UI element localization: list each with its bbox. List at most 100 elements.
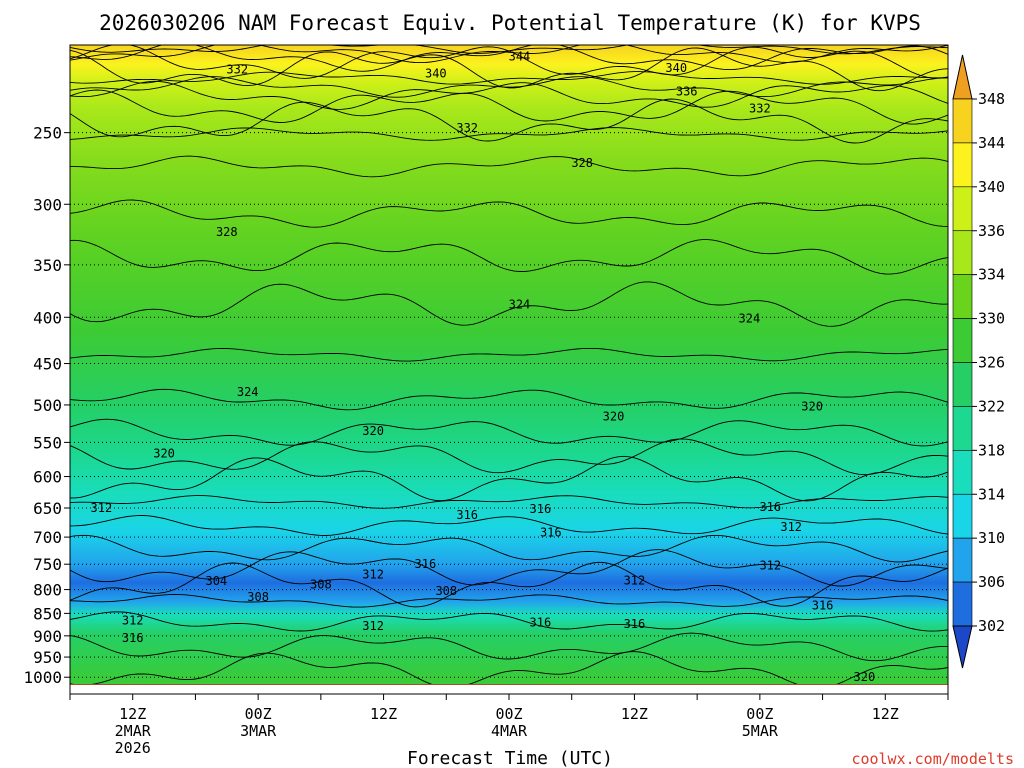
contour-line — [70, 388, 948, 411]
colorbar-segment — [952, 274, 973, 319]
contour-label: 320 — [153, 447, 175, 461]
y-tick-label: 850 — [33, 604, 62, 623]
colorbar-segment — [952, 318, 973, 363]
contour-label: 316 — [530, 616, 552, 630]
colorbar-label: 348 — [978, 90, 1005, 108]
contour-labels: 344 340 340 336 332 332 332 328 328 324 324 324 320 3… — [91, 50, 876, 685]
colorbar-segment — [952, 98, 973, 144]
contour-line — [70, 80, 948, 110]
colorbar-label: 306 — [978, 573, 1005, 591]
contour-line — [70, 89, 948, 125]
contour-label: 336 — [676, 84, 698, 98]
ground-strip — [70, 684, 948, 685]
colorbar-segment — [952, 537, 973, 583]
colorbar-label: 302 — [978, 617, 1005, 635]
contour-label: 340 — [665, 61, 687, 75]
contour-label: 316 — [624, 617, 646, 631]
y-tick-label: 900 — [33, 627, 62, 646]
contour-label: 320 — [603, 410, 625, 424]
contour-label: 316 — [415, 557, 437, 571]
contour-label: 316 — [759, 500, 781, 514]
x-tick-label: 3MAR — [240, 722, 277, 740]
contour-line — [70, 651, 948, 685]
colorbar-segment — [952, 581, 973, 627]
contour-line — [70, 76, 948, 98]
colorbar-label: 326 — [978, 354, 1005, 372]
contour-line — [70, 515, 948, 536]
colorbar-label: 318 — [978, 441, 1005, 459]
contour-label: 328 — [216, 225, 238, 239]
contour-label: 316 — [456, 508, 478, 522]
contour-label: 316 — [540, 526, 562, 540]
colorbar-label: 334 — [978, 266, 1005, 284]
y-tick-label: 400 — [33, 308, 62, 327]
contour-label: 316 — [530, 502, 552, 516]
contour-line — [70, 611, 948, 632]
colorbar-segment — [952, 230, 973, 275]
contour-line — [70, 155, 948, 178]
y-tick-label: 550 — [33, 433, 62, 452]
colorbar-segment — [952, 406, 973, 451]
y-tick-label: 600 — [33, 468, 62, 487]
contour-label: 312 — [759, 558, 781, 572]
y-tick-label: 750 — [33, 555, 62, 574]
colorbar-label: 310 — [978, 529, 1005, 547]
colorbar: 348 344 340 336 334 330 326 322 318 314 310 306 302 — [952, 54, 1005, 669]
contour-label: 320 — [362, 424, 384, 438]
y-tick-label: 650 — [33, 499, 62, 518]
contour-label: 332 — [226, 63, 248, 77]
contour-label: 316 — [122, 631, 144, 645]
x-tick-label: 00Z — [746, 705, 773, 723]
contour-line — [70, 199, 948, 228]
colorbar-segment — [952, 142, 973, 188]
y-tick-label: 700 — [33, 528, 62, 547]
contour-label: 328 — [571, 156, 593, 170]
contour-line — [70, 632, 948, 662]
colorbar-bottom-arrow — [952, 625, 973, 669]
watermark: coolwx.com/modelts — [851, 750, 1014, 768]
contour-label: 316 — [812, 598, 834, 612]
x-tick-label: 00Z — [495, 705, 522, 723]
contour-label: 332 — [456, 121, 478, 135]
colorbar-segment — [952, 186, 973, 232]
chart-title: 2026030206 NAM Forecast Equiv. Potential… — [99, 11, 921, 35]
contour-line — [70, 495, 948, 509]
contour-label: 312 — [91, 501, 113, 515]
colorbar-segment — [952, 493, 973, 539]
colorbar-segment — [952, 362, 973, 407]
colorbar-label: 340 — [978, 178, 1005, 196]
colorbar-label: 322 — [978, 397, 1005, 415]
colorbar-label: 330 — [978, 310, 1005, 328]
contour-label: 324 — [739, 311, 761, 325]
contour-label: 308 — [310, 578, 332, 592]
y-tick-label: 1000 — [23, 668, 62, 687]
colorbar-segment — [952, 450, 973, 495]
x-axis-title: Forecast Time (UTC) — [407, 748, 613, 768]
contour-label: 320 — [801, 400, 823, 414]
colorbar-top-arrow — [952, 54, 973, 100]
contour-label: 312 — [122, 613, 144, 627]
y-tick-label: 950 — [33, 648, 62, 667]
colorbar-label: 336 — [978, 222, 1005, 240]
contour-label: 340 — [425, 66, 447, 80]
contour-line — [70, 534, 948, 563]
x-tick-label: 2MAR — [115, 722, 152, 740]
colorbar-label: 314 — [978, 485, 1005, 503]
contour-label: 332 — [749, 101, 771, 115]
contour-line — [70, 594, 948, 608]
contour-line — [70, 281, 948, 327]
contour-line — [70, 98, 948, 144]
contour-label: 312 — [362, 568, 384, 582]
contour-line — [70, 561, 948, 608]
x-tick-label: 00Z — [245, 705, 272, 723]
x-tick-label: 12Z — [621, 705, 648, 723]
contour-label: 304 — [205, 574, 227, 588]
contour-line — [70, 47, 948, 92]
contour-line — [70, 549, 948, 587]
contour-label: 308 — [247, 590, 269, 604]
contour-line — [70, 438, 948, 476]
y-tick-label: 350 — [33, 256, 62, 275]
contour-label: 312 — [362, 619, 384, 633]
contour-label: 324 — [237, 385, 259, 399]
